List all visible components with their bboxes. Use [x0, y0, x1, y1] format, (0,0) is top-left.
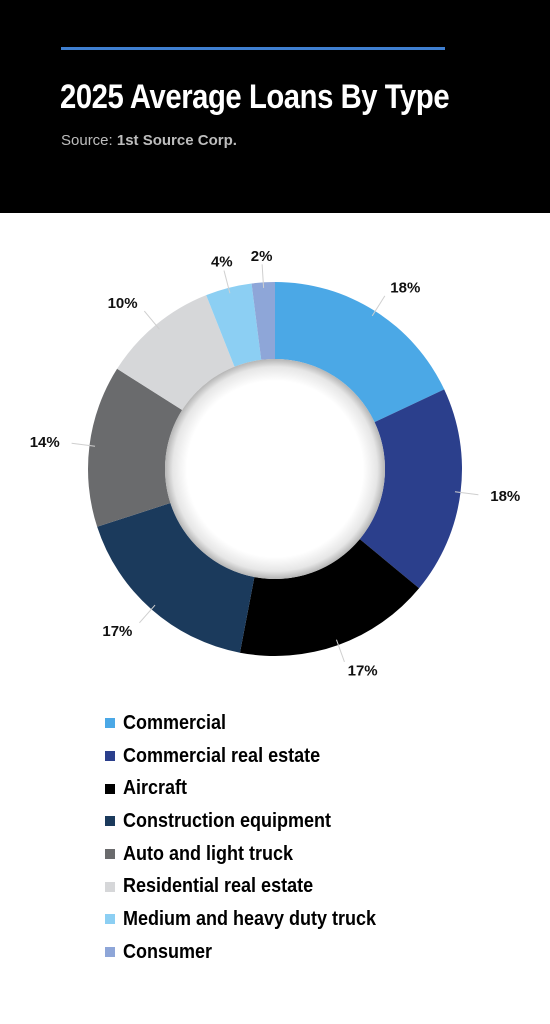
slice-construction-equipment [97, 502, 255, 653]
chart-title: 2025 Average Loans By Type [60, 78, 450, 116]
leader-lines [71, 264, 479, 663]
slice-medium-and-heavy-duty-truck [206, 283, 262, 367]
legend-label: Commercial [123, 711, 227, 734]
slice-label: 14% [30, 434, 60, 451]
leader-line [454, 491, 479, 496]
slice-label: 10% [108, 295, 138, 312]
slice-commercial [275, 282, 445, 423]
slice-label: 17% [102, 623, 132, 640]
legend-swatch [105, 881, 115, 892]
legend-label: Medium and heavy duty truck [123, 907, 377, 930]
legend-swatch [105, 718, 115, 729]
slice-label: 4% [211, 254, 233, 271]
legend-label: Aircraft [123, 777, 188, 800]
legend-label: Auto and light truck [123, 842, 294, 865]
legend-swatch [105, 816, 115, 827]
slice-label: 17% [348, 663, 378, 680]
slice-label: 2% [251, 248, 273, 265]
legend-item: Consumer [105, 936, 404, 969]
chart-legend: Commercial Commercial real estate Aircraft… [105, 707, 404, 969]
slice-label: 18% [490, 488, 520, 505]
legend-item: Commercial real estate [105, 740, 404, 773]
legend-label: Commercial real estate [123, 744, 321, 767]
slice-labels: 18% 18% 17% 17% 14% 10% 4% 2% [30, 248, 521, 680]
donut-slices [88, 282, 463, 656]
legend-label: Consumer [123, 940, 213, 963]
legend-item: Construction equipment [105, 805, 404, 838]
legend-item: Residential real estate [105, 870, 404, 903]
donut-chart: 18% 18% 17% 17% 14% 10% 4% 2% [30, 248, 521, 680]
slice-aircraft [239, 539, 420, 656]
source-name: 1st Source Corp. [116, 132, 237, 149]
slice-auto-and-light-truck [88, 368, 183, 527]
leader-line [71, 442, 96, 447]
legend-item: Auto and light truck [105, 838, 404, 871]
leader-line [139, 604, 156, 624]
legend-swatch [105, 751, 115, 762]
slice-commercial-real-estate [359, 389, 463, 589]
accent-rule [61, 47, 445, 50]
leader-line [223, 270, 231, 294]
leader-line [371, 295, 386, 317]
source-label: Source: [61, 132, 113, 149]
legend-swatch [105, 914, 115, 925]
legend-swatch [105, 783, 115, 794]
leader-line [143, 310, 160, 330]
legend-label: Residential real estate [123, 875, 314, 898]
slice-consumer [251, 282, 275, 360]
slice-label: 18% [390, 279, 420, 296]
leader-line [261, 264, 265, 288]
donut-hole [165, 359, 385, 579]
legend-item: Medium and heavy duty truck [105, 903, 404, 936]
legend-swatch [105, 947, 115, 958]
slice-residential-real-estate [117, 295, 235, 411]
legend-item: Commercial [105, 707, 404, 740]
header-band: 2025 Average Loans By Type Source: 1st S… [0, 0, 550, 213]
legend-swatch [105, 849, 115, 860]
source-line: Source: 1st Source Corp. [61, 132, 237, 149]
legend-item: Aircraft [105, 772, 404, 805]
legend-label: Construction equipment [123, 809, 331, 832]
leader-line [335, 639, 345, 663]
